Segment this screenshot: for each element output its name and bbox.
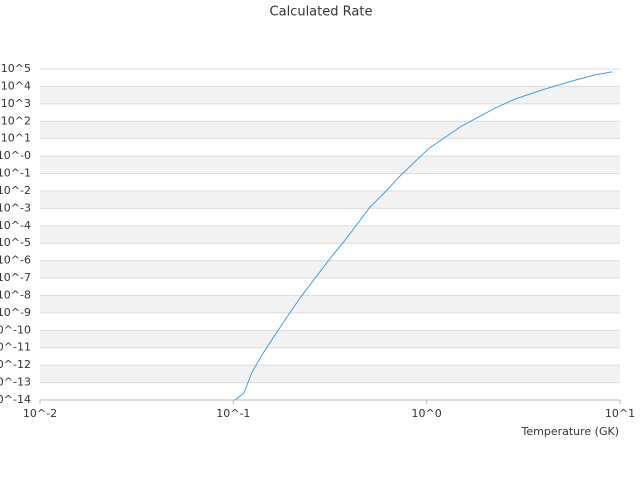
grid-band	[40, 86, 620, 104]
y-tick-label: 10^1	[1, 132, 31, 145]
data-line	[234, 71, 613, 401]
y-tick-label: 10^-9	[0, 306, 31, 319]
x-axis-label: Temperature (GK)	[521, 425, 620, 438]
y-tick-label: 10^-5	[0, 236, 31, 249]
grid-band	[40, 260, 620, 279]
x-tick-label: 10^0	[412, 407, 442, 420]
grid-band	[40, 156, 620, 174]
y-tick-label: 10^-11	[0, 341, 31, 354]
chart-title: Calculated Rate	[270, 5, 373, 20]
y-tick-label: 10^-10	[0, 323, 31, 336]
y-tick-label: 10^-12	[0, 358, 31, 371]
grid-band	[40, 365, 620, 383]
y-tick-label: 10^5	[1, 62, 31, 75]
grid-band	[40, 190, 620, 209]
y-tick-label: 10^-13	[0, 376, 31, 389]
x-tick-label: 10^1	[605, 407, 635, 420]
y-tick-label: 10^-1	[0, 167, 31, 180]
y-tick-label: 10^4	[1, 79, 31, 92]
grid-band	[40, 225, 620, 244]
grid-band	[40, 121, 620, 139]
y-tick-label: 10^-0	[0, 149, 31, 162]
grid-band	[40, 330, 620, 348]
y-tick-label: 10^-7	[0, 271, 31, 284]
y-tick-label: 10^3	[1, 97, 31, 110]
y-tick-label: 10^-2	[0, 184, 31, 197]
x-tick-label: 10^-2	[23, 407, 57, 420]
y-tick-label: 10^-14	[0, 393, 31, 406]
x-tick-label: 10^-1	[216, 407, 250, 420]
y-tick-label: 10^2	[1, 114, 31, 127]
y-tick-label: 10^-8	[0, 288, 31, 301]
y-tick-label: 10^-6	[0, 254, 31, 267]
y-tick-label: 10^-3	[0, 201, 31, 214]
y-tick-label: 10^-4	[0, 219, 31, 232]
grid-band	[40, 295, 620, 313]
